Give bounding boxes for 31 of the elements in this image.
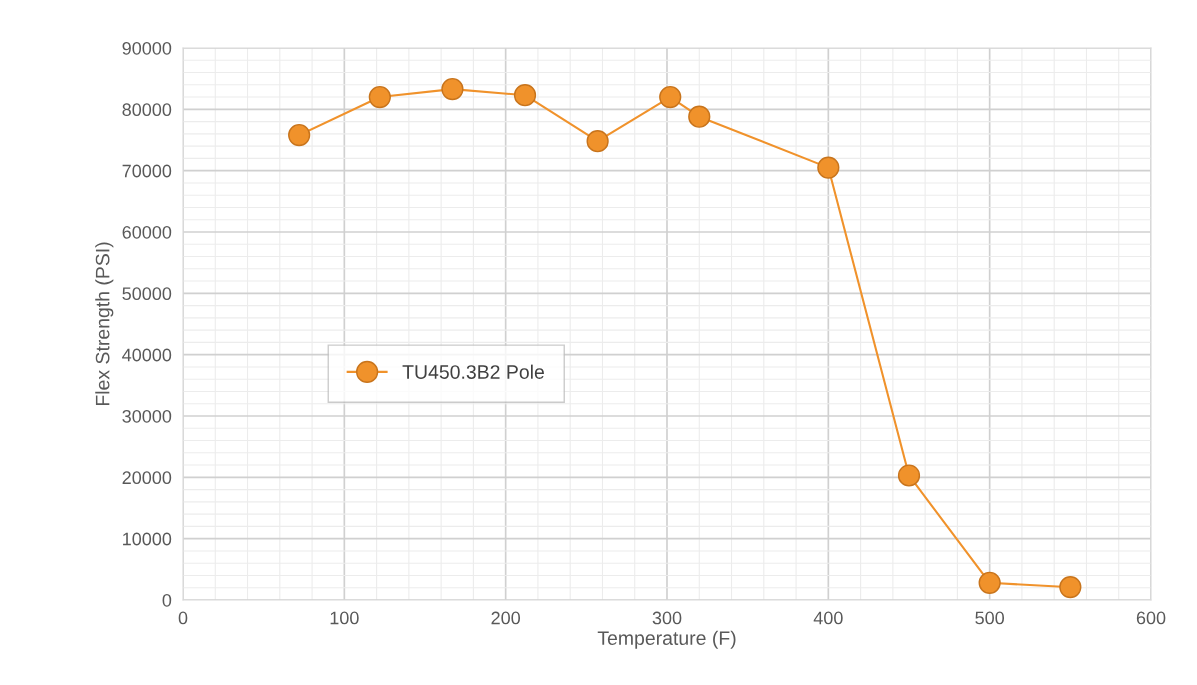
x-tick-label: 400 [813, 611, 843, 625]
y-tick-label: 40000 [122, 348, 172, 362]
y-axis-title: Flex Strength (PSI) [95, 242, 114, 406]
legend-label: TU450.3B2 Pole [402, 364, 544, 379]
point [978, 571, 1001, 594]
y-tick-label: 50000 [122, 287, 172, 301]
y-tick-label: 20000 [122, 471, 172, 485]
point [897, 464, 921, 487]
x-tick-label: 500 [975, 611, 1005, 625]
y-tick-label: 60000 [122, 225, 172, 239]
y-tick-label: 90000 [122, 41, 172, 55]
point [659, 85, 682, 109]
point [441, 77, 464, 101]
point [288, 123, 311, 147]
x-axis-title: Temperature (F) [597, 630, 736, 649]
point [817, 156, 840, 179]
x-tick-label: 100 [330, 611, 359, 625]
y-tick-label: 30000 [122, 409, 172, 423]
point [586, 130, 609, 153]
point [513, 84, 537, 107]
x-tick-label: 200 [491, 611, 521, 625]
y-tick-label: 70000 [122, 164, 172, 178]
y-tick-label: 80000 [122, 103, 172, 117]
y-tick-label: 0 [162, 593, 172, 607]
y-tick-label: 10000 [123, 532, 172, 546]
x-tick-label: 0 [178, 611, 188, 625]
x-tick-label: 600 [1136, 611, 1166, 625]
point [688, 105, 711, 128]
x-tick-label: 300 [652, 611, 682, 625]
point [1059, 576, 1082, 599]
point [368, 85, 391, 109]
